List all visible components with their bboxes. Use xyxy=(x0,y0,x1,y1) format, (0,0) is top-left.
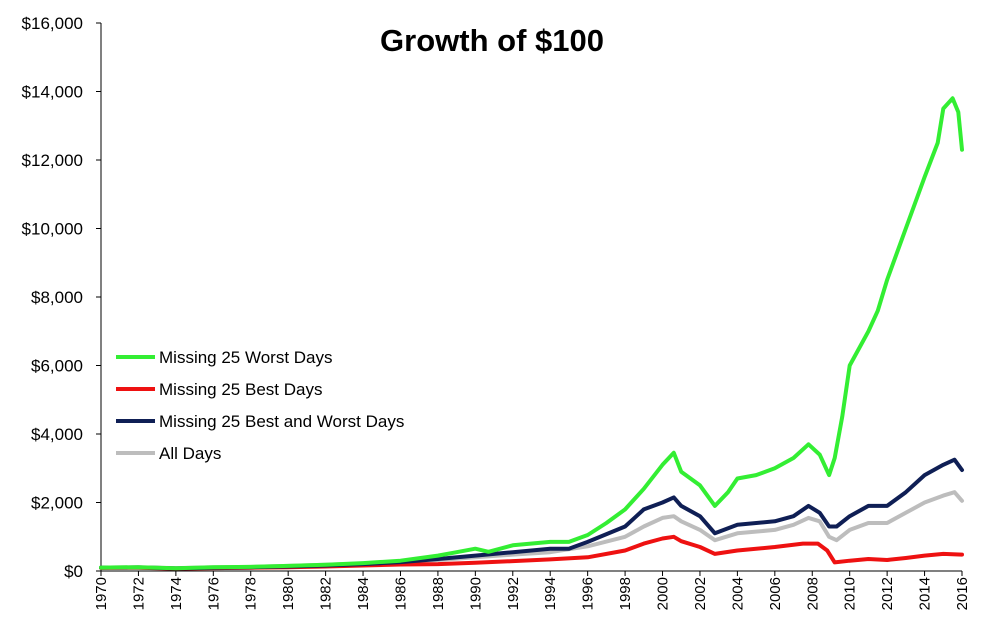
x-tick-label: 1970 xyxy=(93,577,110,610)
legend-label: Missing 25 Worst Days xyxy=(159,348,333,367)
x-tick-label: 1994 xyxy=(542,577,559,610)
series-line-0 xyxy=(99,96,964,571)
x-tick-label: 1986 xyxy=(392,577,409,610)
y-tick-label: $0 xyxy=(64,562,83,581)
legend-label: Missing 25 Best Days xyxy=(159,380,322,399)
x-tick-label: 1976 xyxy=(205,577,222,610)
x-tick-label: 2000 xyxy=(655,577,672,610)
x-tick-label: 2008 xyxy=(804,577,821,610)
x-tick-label: 1982 xyxy=(318,577,335,610)
x-tick-label: 1972 xyxy=(130,577,147,610)
x-tick-label: 2014 xyxy=(917,577,934,610)
x-tick-label: 2012 xyxy=(879,577,896,610)
x-tick-label: 1980 xyxy=(280,577,297,610)
x-tick-label: 2006 xyxy=(767,577,784,610)
x-tick-label: 1992 xyxy=(505,577,522,610)
y-tick-label: $10,000 xyxy=(22,220,83,239)
y-tick-label: $6,000 xyxy=(31,357,83,376)
series-line-2 xyxy=(99,457,964,571)
x-tick-label: 1978 xyxy=(243,577,260,610)
y-tick-label: $2,000 xyxy=(31,494,83,513)
x-tick-label: 2002 xyxy=(692,577,709,610)
x-tick-label: 2016 xyxy=(954,577,971,610)
y-tick-label: $8,000 xyxy=(31,288,83,307)
y-tick-label: $12,000 xyxy=(22,151,83,170)
x-tick-label: 1996 xyxy=(580,577,597,610)
legend-label: All Days xyxy=(159,444,221,463)
legend: Missing 25 Worst Days Missing 25 Best Day… xyxy=(116,348,404,463)
x-tick-label: 2010 xyxy=(842,577,859,610)
y-axis-ticks: $0 $2,000 $4,000 $6,000 $8,000 $10,000 $12,000… xyxy=(22,14,101,581)
legend-label: Missing 25 Best and Worst Days xyxy=(159,412,404,431)
x-axis-ticks: 1970 1972 1974 1976 1978 1980 1982 1984 1986 1988… xyxy=(93,571,971,610)
y-tick-label: $16,000 xyxy=(22,14,83,33)
x-tick-label: 1988 xyxy=(430,577,447,610)
x-tick-label: 1974 xyxy=(168,577,185,610)
y-tick-label: $14,000 xyxy=(22,83,83,102)
x-tick-label: 2004 xyxy=(729,577,746,610)
chart-title: Growth of $100 xyxy=(380,23,604,58)
series-layer xyxy=(99,96,964,571)
x-tick-label: 1998 xyxy=(617,577,634,610)
x-tick-label: 1984 xyxy=(355,577,372,610)
x-tick-label: 1990 xyxy=(467,577,484,610)
y-tick-label: $4,000 xyxy=(31,425,83,444)
